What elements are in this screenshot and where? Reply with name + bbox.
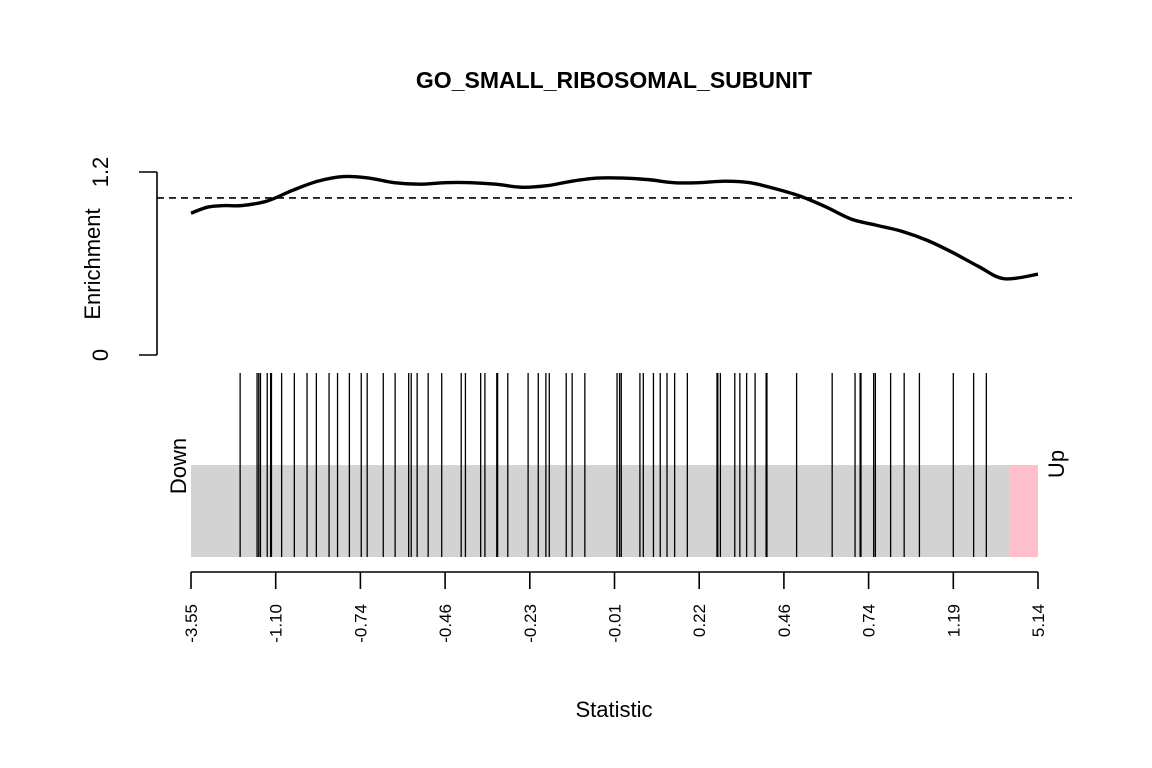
x-tick-label: 0.46 xyxy=(775,604,794,637)
x-tick-label: -0.74 xyxy=(351,604,370,643)
enrichment-curve xyxy=(190,174,1039,281)
enrichment-y-axis: 01.2 xyxy=(88,157,158,361)
up-label: Up xyxy=(1044,450,1069,478)
barcode-bars xyxy=(239,373,987,557)
x-tick-label: 5.14 xyxy=(1029,604,1048,637)
enrichment-panel: 01.2 Enrichment xyxy=(80,157,1072,361)
x-tick-label: -3.55 xyxy=(182,604,201,643)
x-tick-label: 0.74 xyxy=(860,604,879,637)
up-region xyxy=(1010,465,1038,557)
down-label: Down xyxy=(166,438,191,494)
x-axis-label: Statistic xyxy=(575,697,652,722)
x-tick-label: -0.46 xyxy=(436,604,455,643)
barcode-panel: Down Up xyxy=(166,373,1069,557)
y-tick-label: 0 xyxy=(88,349,113,361)
neutral-region xyxy=(191,465,1038,557)
y-tick-label: 1.2 xyxy=(88,157,113,188)
x-tick-label: 1.19 xyxy=(944,604,963,637)
y-axis-label: Enrichment xyxy=(80,208,105,319)
x-tick-label: 0.22 xyxy=(690,604,709,637)
chart-title: GO_SMALL_RIBOSOMAL_SUBUNIT xyxy=(416,67,812,93)
x-tick-label: -0.01 xyxy=(606,604,625,643)
x-tick-label: -0.23 xyxy=(521,604,540,643)
x-tick-label: -1.10 xyxy=(267,604,286,643)
x-axis: -3.55 -1.10 -0.74 -0.46 -0.23 -0.01 0.22 0.46 0.… xyxy=(182,571,1048,643)
